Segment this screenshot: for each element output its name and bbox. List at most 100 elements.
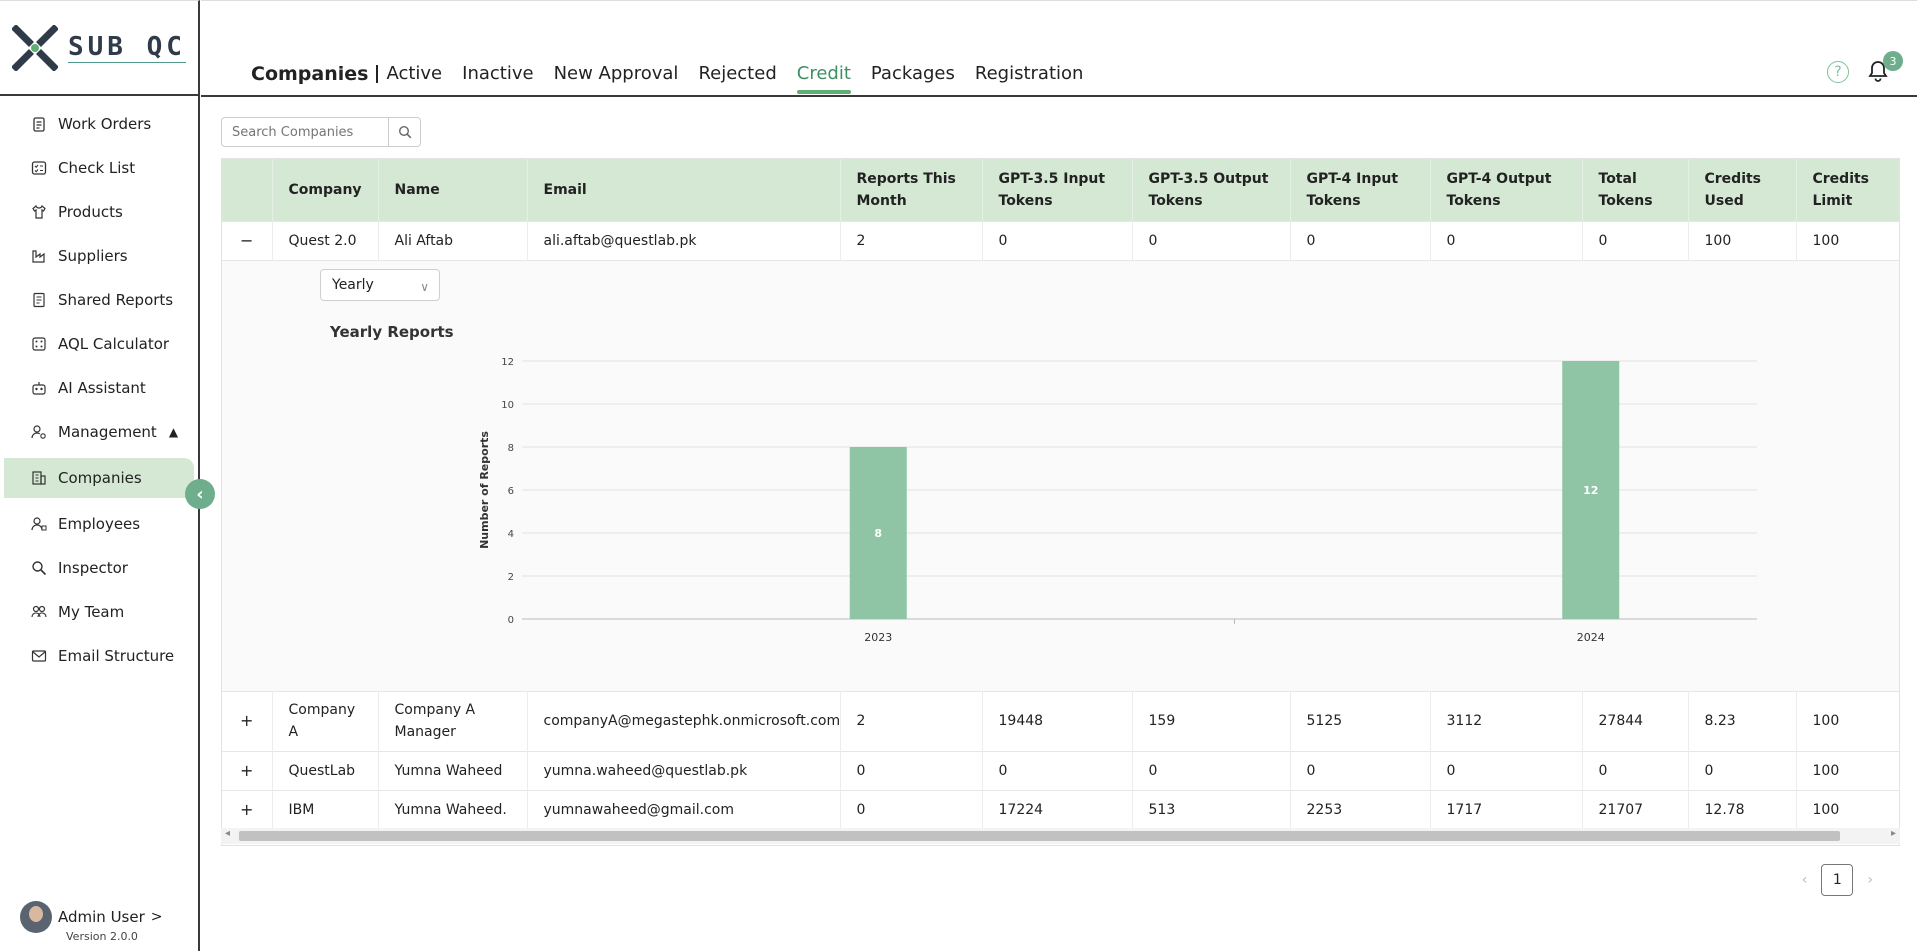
sidebar-item-label: Companies	[58, 469, 142, 487]
sidebar-item-management[interactable]: Management ▲	[0, 410, 198, 454]
table-cell: ali.aftab@questlab.pk	[527, 220, 841, 260]
table-cell: 5125	[1290, 690, 1431, 751]
column-header[interactable]: Reports This Month	[840, 159, 983, 221]
table-cell: 0	[1290, 220, 1431, 260]
table-row[interactable]: − Quest 2.0 Ali Aftab ali.aftab@questlab…	[222, 220, 1899, 260]
sidebar-item-inspector[interactable]: Inspector	[0, 546, 198, 590]
sidebar-item-label: AI Assistant	[58, 379, 146, 397]
table-cell: 8.23	[1688, 690, 1797, 751]
tab-registration[interactable]: Registration	[974, 63, 1084, 84]
sidebar-nav: Work Orders Check List Products Supplier…	[0, 96, 198, 678]
help-icon[interactable]: ?	[1827, 61, 1849, 83]
column-header[interactable]: GPT-3.5 Input Tokens	[982, 159, 1133, 221]
column-header[interactable]: GPT-3.5 Output Tokens	[1132, 159, 1291, 221]
table-cell: Ali Aftab	[378, 220, 528, 260]
scrollbar-thumb[interactable]	[239, 831, 1840, 841]
tab-packages[interactable]: Packages	[870, 63, 955, 84]
tab-rejected[interactable]: Rejected	[698, 63, 777, 84]
x-tick-label: 2024	[1577, 631, 1605, 644]
expand-row-button[interactable]: +	[222, 789, 273, 829]
sidebar-item-ai-assistant[interactable]: AI Assistant	[0, 366, 198, 410]
search-input[interactable]	[221, 117, 389, 147]
table-row[interactable]: + IBM Yumna Waheed. yumnawaheed@gmail.co…	[222, 789, 1899, 829]
table-cell: 19448	[982, 690, 1133, 751]
table-cell: 2	[840, 220, 983, 260]
user-name: Admin User	[58, 908, 145, 926]
bar	[1562, 360, 1620, 619]
tab-new-approval[interactable]: New Approval	[553, 63, 679, 84]
sidebar-item-companies[interactable]: Companies	[4, 458, 194, 498]
table-cell: 0	[1290, 750, 1431, 790]
table-cell: yumnawaheed@gmail.com	[527, 789, 841, 829]
bell-icon[interactable]	[1867, 59, 1889, 83]
scroll-right-icon[interactable]: ▸	[1890, 828, 1896, 839]
table-cell: companyA@megastephk.onmicrosoft.com	[527, 690, 841, 751]
notification-badge: 3	[1883, 51, 1903, 71]
yearly-reports-chart: 0 2 4 6 8 10 12 Number of Reports 8 2023 12 2024	[478, 357, 1757, 644]
table-row[interactable]: + QuestLab Yumna Waheed yumna.waheed@que…	[222, 750, 1899, 790]
table-cell: 21707	[1582, 789, 1689, 829]
prev-page-icon[interactable]: ‹	[1801, 872, 1808, 888]
top-header: Companies Active Inactive New Approval R…	[201, 0, 1917, 97]
table-cell: 159	[1132, 690, 1291, 751]
search-button[interactable]	[389, 117, 421, 147]
sidebar-item-work-orders[interactable]: Work Orders	[0, 102, 198, 146]
next-page-icon[interactable]: ›	[1867, 872, 1873, 888]
table-cell: 100	[1796, 789, 1899, 829]
table-cell: 0	[1582, 220, 1689, 260]
period-select[interactable]: Yearly ∨	[320, 268, 440, 301]
sidebar-item-email-structure[interactable]: Email Structure	[0, 634, 198, 678]
sidebar-item-suppliers[interactable]: Suppliers	[0, 234, 198, 278]
y-tick-label: 8	[508, 443, 514, 454]
sidebar-item-label: Employees	[58, 515, 141, 533]
logo[interactable]: SUB QC	[0, 1, 198, 96]
sidebar-item-my-team[interactable]: My Team	[0, 590, 198, 634]
chevron-left-icon: ‹	[196, 483, 204, 505]
sidebar-item-label: Management	[58, 423, 157, 441]
expand-row-button[interactable]: +	[222, 690, 273, 751]
column-header[interactable]: Email	[527, 159, 841, 221]
sidebar-item-check-list[interactable]: Check List	[0, 146, 198, 190]
sidebar-item-aql-calculator[interactable]: AQL Calculator	[0, 322, 198, 366]
table-header-row: Company Name Email Reports This Month GP…	[222, 159, 1899, 221]
table-cell: Company A	[272, 690, 379, 751]
page-tabs: Companies Active Inactive New Approval R…	[251, 63, 1103, 94]
robot-icon	[30, 379, 48, 397]
table-cell: 0	[840, 789, 983, 829]
expand-row-button[interactable]: +	[222, 750, 273, 790]
sidebar-item-label: Inspector	[58, 559, 128, 577]
column-header[interactable]: Company	[272, 159, 379, 221]
sidebar-item-employees[interactable]: Employees	[0, 502, 198, 546]
horizontal-scrollbar[interactable]: ◂ ▸	[221, 828, 1900, 844]
table-cell: Yumna Waheed	[378, 750, 528, 790]
tab-credit[interactable]: Credit	[796, 63, 852, 94]
table-cell: 100	[1796, 750, 1899, 790]
sidebar-item-products[interactable]: Products	[0, 190, 198, 234]
sidebar-item-label: AQL Calculator	[58, 335, 170, 353]
column-header[interactable]: GPT-4 Output Tokens	[1430, 159, 1583, 221]
sidebar-item-shared-reports[interactable]: Shared Reports	[0, 278, 198, 322]
page-number-button[interactable]: 1	[1821, 864, 1854, 896]
scroll-left-icon[interactable]: ◂	[225, 828, 231, 839]
table-row[interactable]: + Company A Company A Manager companyA@m…	[222, 690, 1899, 751]
collapse-row-button[interactable]: −	[222, 220, 273, 260]
y-tick-label: 10	[501, 400, 514, 411]
column-header[interactable]: GPT-4 Input Tokens	[1290, 159, 1431, 221]
table-cell: 1717	[1430, 789, 1583, 829]
column-header[interactable]: Credits Limit	[1796, 159, 1899, 221]
table-cell: 0	[982, 750, 1133, 790]
column-header[interactable]: Name	[378, 159, 528, 221]
sidebar-item-label: Suppliers	[58, 247, 128, 265]
column-header[interactable]: Credits Used	[1688, 159, 1797, 221]
column-header[interactable]: Total Tokens	[1582, 159, 1689, 221]
checklist-icon	[30, 159, 48, 177]
tab-inactive[interactable]: Inactive	[462, 63, 534, 84]
table-cell: Quest 2.0	[272, 220, 379, 260]
tab-active[interactable]: Active	[386, 63, 443, 84]
user-menu[interactable]: Admin User >	[20, 901, 163, 933]
table-cell: QuestLab	[272, 750, 379, 790]
sidebar-collapse-button[interactable]: ‹	[185, 479, 215, 509]
calculator-icon	[30, 335, 48, 353]
table-cell: 0	[1688, 750, 1797, 790]
employee-icon	[30, 515, 48, 533]
